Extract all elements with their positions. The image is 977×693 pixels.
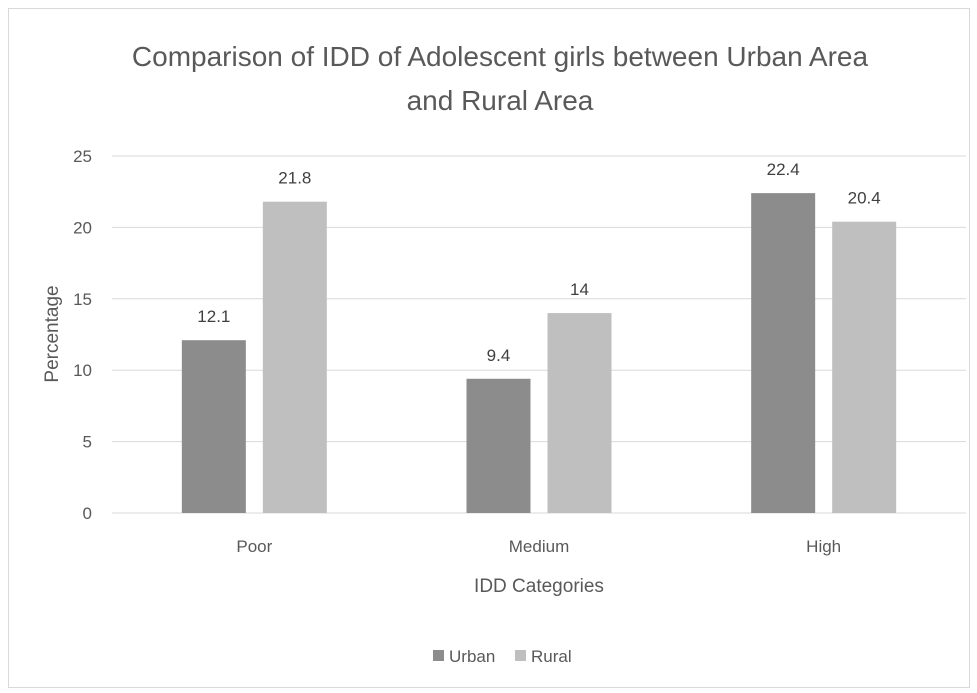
data-label: 20.4: [848, 189, 881, 208]
y-tick-label: 25: [73, 147, 92, 166]
bar-rural-high: [832, 222, 896, 513]
y-tick-label: 0: [83, 504, 92, 523]
x-tick-label: Poor: [236, 537, 272, 556]
y-axis-ticks: 0 5 10 15 20 25: [73, 147, 92, 523]
y-tick-label: 10: [73, 361, 92, 380]
bar-urban-medium: [467, 379, 531, 513]
legend-label-urban: Urban: [449, 647, 495, 666]
data-label: 21.8: [278, 169, 311, 188]
bar-rural-poor: [263, 202, 327, 513]
data-label: 14: [570, 280, 589, 299]
x-tick-label: Medium: [509, 537, 569, 556]
chart-title-line-2: and Rural Area: [407, 85, 594, 116]
x-axis-title: IDD Categories: [474, 576, 604, 597]
bars: [182, 193, 896, 513]
legend: Urban Rural: [433, 647, 572, 666]
x-tick-label: High: [806, 537, 841, 556]
data-label: 12.1: [197, 307, 230, 326]
y-tick-label: 20: [73, 218, 92, 237]
legend-swatch-rural: [515, 650, 526, 661]
chart-title-line-1: Comparison of IDD of Adolescent girls be…: [132, 41, 869, 72]
data-label: 22.4: [767, 160, 800, 179]
data-label: 9.4: [487, 346, 511, 365]
x-axis-ticks: Poor Medium High: [236, 537, 841, 556]
bar-rural-medium: [548, 313, 612, 513]
y-axis-title: Percentage: [42, 285, 63, 382]
bar-urban-poor: [182, 340, 246, 513]
y-tick-label: 15: [73, 290, 92, 309]
bar-urban-high: [751, 193, 815, 513]
legend-swatch-urban: [433, 650, 444, 661]
legend-label-rural: Rural: [531, 647, 572, 666]
y-tick-label: 5: [83, 433, 92, 452]
